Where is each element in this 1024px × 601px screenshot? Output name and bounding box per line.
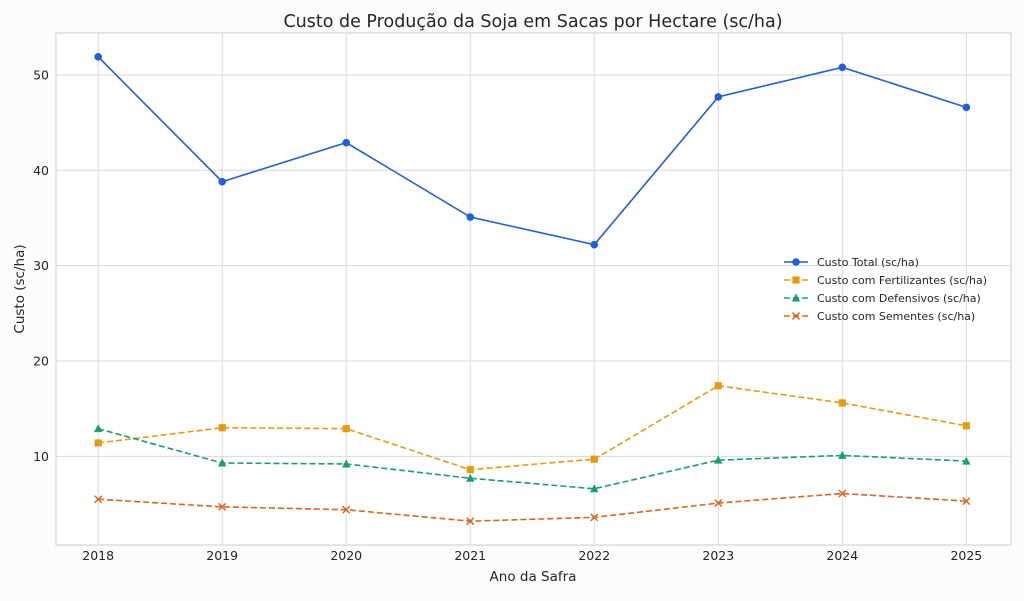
legend-entry: Custo com Fertilizantes (sc/ha) (817, 274, 987, 287)
data-point (791, 311, 801, 321)
x-axis-label: Ano da Safra (490, 569, 577, 585)
data-point (962, 456, 971, 465)
x-tick-label: 2024 (826, 548, 858, 563)
data-point (466, 473, 475, 482)
series-3 (94, 489, 971, 526)
data-point (342, 459, 351, 468)
legend-entry: Custo Total (sc/ha) (817, 256, 919, 269)
legend-entry: Custo com Defensivos (sc/ha) (817, 292, 981, 305)
series-line (97, 427, 967, 490)
data-point (466, 517, 475, 526)
data-point (590, 455, 598, 463)
series-1 (94, 382, 970, 474)
legend: Custo Total (sc/ha) Custo com Fertilizant… (784, 256, 987, 323)
series-line (98, 492, 967, 522)
series-line (97, 56, 967, 246)
data-point (962, 497, 971, 506)
data-point (792, 276, 800, 284)
data-point (94, 495, 103, 504)
x-tick-label: 2023 (702, 548, 734, 563)
series-line (98, 384, 967, 471)
y-tick-label: 30 (33, 258, 49, 273)
data-point (342, 425, 350, 433)
data-point (962, 422, 970, 430)
data-point (342, 138, 351, 147)
data-point (466, 213, 475, 221)
data-point (93, 424, 103, 433)
data-point (466, 466, 474, 474)
y-tick-label: 40 (33, 163, 49, 178)
x-tick-label: 2021 (454, 548, 486, 563)
series-0 (94, 53, 971, 249)
data-point (218, 424, 226, 432)
data-point (94, 53, 102, 61)
y-tick-label: 50 (33, 67, 49, 82)
data-point (714, 93, 723, 101)
data-point (962, 103, 971, 112)
x-tick-label: 2020 (330, 548, 362, 563)
x-tick-label: 2019 (206, 548, 238, 563)
data-point (838, 489, 847, 498)
data-point (838, 450, 847, 459)
legend-entry: Custo com Sementes (sc/ha) (817, 310, 975, 323)
data-point (714, 499, 723, 508)
data-point (590, 484, 599, 493)
data-point (342, 505, 351, 514)
chart-title: Custo de Produção da Soja em Sacas por H… (283, 12, 782, 32)
data-point (590, 513, 599, 522)
x-tick-label: 2022 (578, 548, 610, 563)
x-tick-label: 2018 (82, 548, 114, 563)
y-tick-label: 20 (33, 353, 49, 368)
data-point (714, 455, 723, 464)
data-point (218, 502, 227, 511)
data-point (94, 439, 102, 447)
data-point (838, 63, 847, 72)
data-point (791, 293, 801, 302)
data-point (838, 399, 846, 407)
x-tick-label: 2025 (950, 548, 982, 563)
data-point (792, 258, 800, 266)
series-2 (93, 424, 971, 493)
data-point (217, 458, 227, 467)
data-point (218, 177, 226, 186)
y-tick-label: 10 (33, 449, 49, 464)
data-point (590, 240, 599, 249)
y-axis-label: Custo (sc/ha) (12, 244, 28, 333)
plot-area (55, 32, 1012, 546)
data-point (714, 382, 722, 390)
